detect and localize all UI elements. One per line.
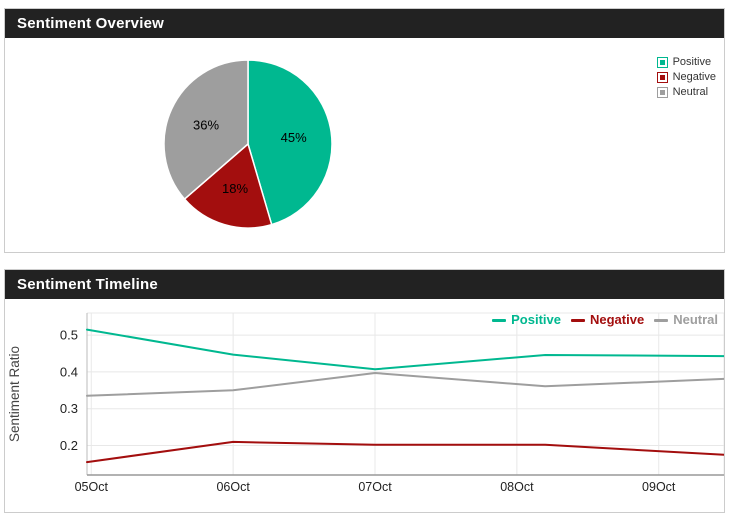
- line-chart[interactable]: 0.2 0.3 0.4 0.5 05Oct 06Oct 07Oct 08Oct 09Oct Sen…: [5, 299, 724, 512]
- x-tick-label: 08Oct: [500, 480, 534, 494]
- series-line-negative[interactable]: [86, 440, 724, 464]
- legend-label: Neutral: [672, 86, 709, 98]
- legend-item-neutral[interactable]: Neutral: [654, 313, 718, 327]
- pie-slice-label: 45%: [281, 130, 307, 145]
- x-tick-label: 07Oct: [358, 480, 392, 494]
- pie-chart-area: 45% 18% 36% Positive Negative Neutral: [5, 38, 724, 252]
- panel-sentiment-overview: Sentiment Overview 45% 18% 36% Positive Ne…: [4, 8, 725, 253]
- legend-label: Positive: [672, 56, 712, 68]
- pie-slice-neutral[interactable]: [163, 59, 249, 201]
- neutral-swatch-icon: [656, 86, 668, 98]
- timeline-legend: Positive Negative Neutral: [492, 313, 718, 327]
- series-line-positive[interactable]: [86, 328, 724, 371]
- panel-sentiment-timeline: Sentiment Timeline 0.2 0.3 0.4 0.5 05Oct 06Oc…: [4, 269, 725, 513]
- legend-item-positive[interactable]: Positive: [492, 313, 561, 327]
- legend-label: Positive: [511, 312, 561, 327]
- pie-slice-label: 36%: [193, 117, 219, 132]
- y-tick-label: 0.3: [60, 401, 78, 416]
- neutral-line-icon: [654, 318, 669, 322]
- panel-title-overview: Sentiment Overview: [5, 9, 724, 38]
- pie-slice-negative[interactable]: [183, 142, 273, 229]
- y-tick-label: 0.4: [60, 364, 78, 379]
- x-tick-label: 09Oct: [642, 480, 676, 494]
- y-tick-label: 0.5: [60, 328, 78, 343]
- series-line-neutral[interactable]: [86, 372, 724, 397]
- pie-slice-label: 18%: [222, 181, 248, 196]
- positive-swatch-icon: [656, 56, 668, 68]
- negative-swatch-icon: [656, 71, 668, 83]
- legend-label: Negative: [672, 71, 716, 83]
- x-tick-label: 06Oct: [216, 480, 250, 494]
- panel-title-timeline: Sentiment Timeline: [5, 270, 724, 299]
- legend-label: Neutral: [673, 312, 718, 327]
- pie-legend: Positive Negative Neutral: [656, 56, 716, 98]
- legend-item-negative[interactable]: Negative: [571, 313, 644, 327]
- pie-slice-positive[interactable]: [247, 59, 333, 226]
- positive-line-icon: [492, 318, 507, 322]
- legend-item-negative[interactable]: Negative: [656, 71, 716, 83]
- pie-chart[interactable]: 45% 18% 36%: [5, 38, 724, 252]
- legend-item-positive[interactable]: Positive: [656, 56, 716, 68]
- legend-item-neutral[interactable]: Neutral: [656, 86, 716, 98]
- legend-label: Negative: [590, 312, 645, 327]
- negative-line-icon: [571, 318, 585, 322]
- x-tick-label: 05Oct: [75, 480, 109, 494]
- y-tick-label: 0.2: [60, 438, 78, 453]
- line-chart-area: 0.2 0.3 0.4 0.5 05Oct 06Oct 07Oct 08Oct 09Oct Sen…: [5, 299, 724, 512]
- y-axis-title: Sentiment Ratio: [7, 346, 22, 442]
